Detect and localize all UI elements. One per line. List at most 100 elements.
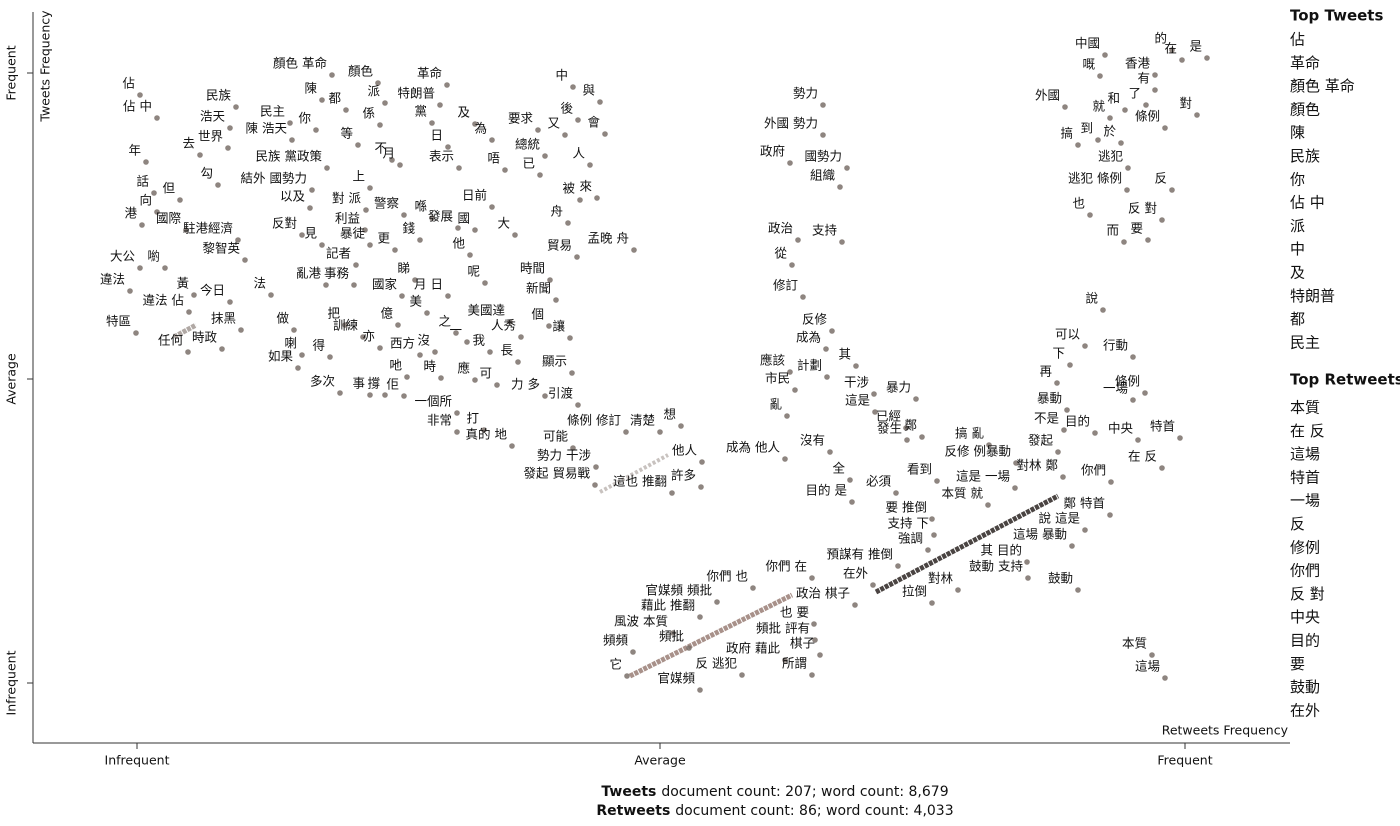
- point: [191, 292, 197, 298]
- point: [593, 464, 599, 470]
- point: [1152, 87, 1158, 93]
- point: [823, 346, 829, 352]
- point: [602, 131, 608, 137]
- point: [1075, 587, 1081, 593]
- point-label: 人: [572, 146, 585, 161]
- point-label: 外國: [1035, 88, 1060, 103]
- point: [487, 349, 493, 355]
- point: [432, 349, 438, 355]
- point-label: 顏色 革命: [273, 56, 327, 71]
- point-label: 話: [136, 174, 149, 189]
- point-label: 呢: [467, 264, 480, 279]
- point: [1024, 559, 1030, 565]
- point: [313, 127, 319, 133]
- point-label: 鄭: [904, 418, 917, 433]
- point: [1025, 575, 1031, 581]
- point: [1152, 72, 1158, 78]
- point-label: 這是 一場: [956, 469, 1010, 484]
- point-label: 條例: [1135, 109, 1160, 124]
- point: [438, 375, 444, 381]
- point-label: 時: [423, 359, 436, 374]
- side-item: 特首: [1290, 468, 1320, 486]
- point-label: 吔: [389, 358, 402, 373]
- point-label: 到: [1080, 121, 1093, 136]
- point-label: 得: [312, 338, 325, 353]
- side-item: 佔 中: [1290, 194, 1325, 212]
- point-label: 特首: [1150, 419, 1175, 434]
- point-label: 如果: [268, 349, 294, 364]
- point-label: 要 推倒: [886, 500, 927, 515]
- point-label: 事務: [324, 266, 350, 281]
- point: [351, 282, 357, 288]
- point: [1107, 115, 1113, 121]
- point: [429, 120, 435, 126]
- point: [417, 352, 423, 358]
- point: [367, 392, 373, 398]
- point: [319, 97, 325, 103]
- point-label: 政治: [768, 221, 793, 236]
- side-item: 民族: [1290, 147, 1320, 165]
- point-label: 預謀有 推倒: [827, 547, 893, 562]
- point-label: 所謂: [782, 656, 807, 671]
- point: [1055, 449, 1061, 455]
- point: [678, 423, 684, 429]
- point: [1159, 217, 1165, 223]
- point-label: 佔: [122, 76, 135, 91]
- point-label: 他人: [672, 443, 698, 458]
- point-label: 革命: [417, 66, 443, 81]
- point-label: 錢: [402, 221, 415, 236]
- point-label: 已經: [876, 409, 901, 424]
- point-label: 對林: [928, 571, 954, 586]
- point: [824, 374, 830, 380]
- point-label: 已: [522, 156, 535, 171]
- point-label: 風波 本質: [614, 614, 668, 629]
- point-label: 支持 下: [888, 516, 929, 531]
- point: [597, 99, 603, 105]
- point-label: 日前: [462, 188, 487, 203]
- point-label: 訓練: [333, 318, 359, 333]
- point-label: 喇: [284, 336, 297, 351]
- point-label: 勢力: [793, 86, 818, 101]
- point-label: 個: [531, 307, 544, 322]
- point-label: 有: [1137, 71, 1150, 86]
- point-label: 從: [774, 246, 787, 261]
- point-label: 喺: [414, 199, 427, 214]
- point: [1012, 485, 1018, 491]
- point-label: 也 要: [780, 605, 809, 620]
- footer-text: document count: 86; word count: 4,033: [675, 803, 954, 819]
- point-label: 任何: [158, 333, 184, 348]
- point: [489, 137, 495, 143]
- point: [1130, 397, 1136, 403]
- point-label: 本質 就: [942, 486, 984, 501]
- point-label: 鄭 特首: [1064, 496, 1105, 511]
- point-label: 黎智英: [202, 241, 240, 256]
- point-label: 反對: [272, 216, 297, 231]
- point: [518, 334, 524, 340]
- point-label: 也: [1072, 196, 1085, 211]
- point: [154, 115, 160, 121]
- point-label: 真的 地: [466, 427, 508, 442]
- point-label: 今日: [200, 283, 225, 298]
- point: [792, 387, 798, 393]
- point: [151, 190, 157, 196]
- point-label: 大: [497, 216, 510, 231]
- point-label: 浩天: [200, 109, 226, 124]
- point-label: 陳 浩天: [246, 121, 288, 136]
- point-label: 民族 黨政策: [256, 149, 323, 164]
- point: [817, 652, 823, 658]
- point-label: 向: [139, 193, 152, 208]
- point: [872, 409, 878, 415]
- point: [587, 162, 593, 168]
- point-label: 組織: [810, 168, 836, 183]
- point-label: 逃犯 條例: [1068, 171, 1122, 186]
- point: [437, 102, 443, 108]
- point: [592, 482, 598, 488]
- point: [623, 429, 629, 435]
- point: [1067, 362, 1073, 368]
- footer-text: document count: 207; word count: 8,679: [661, 784, 949, 800]
- point: [1179, 57, 1185, 63]
- point-label: 唔: [487, 151, 500, 166]
- point: [392, 247, 398, 253]
- point-label: 勾: [200, 166, 213, 181]
